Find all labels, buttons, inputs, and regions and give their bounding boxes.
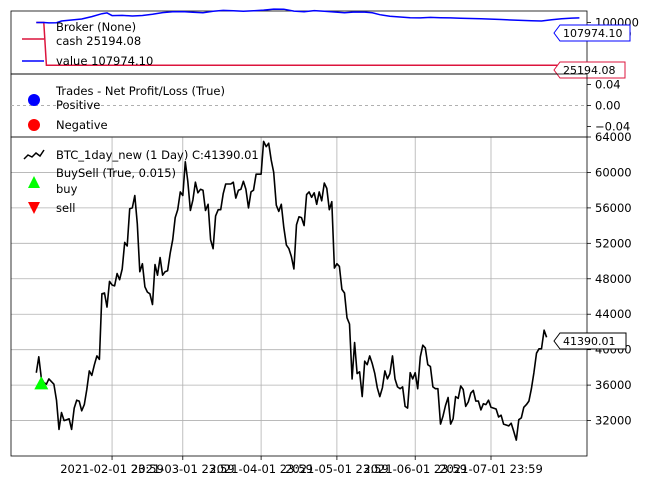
- broker-panel: 80000100000 Broker (None) cash 25194.08 …: [10, 8, 639, 79]
- trades-ytick-label: 0.04: [595, 78, 621, 92]
- legend-price-line: [23, 149, 45, 160]
- broker-series: [36, 8, 580, 67]
- trades-panel: 0.04 0.00 −0.04 Trades - Net Profit/Loss (…: [10, 73, 630, 138]
- legend-cash-label: cash 25194.08: [56, 34, 141, 48]
- value-last-text: 107974.10: [563, 27, 623, 40]
- price-series-line: [35, 140, 548, 441]
- trades-y-ticks: 0.04 0.00 −0.04: [587, 78, 630, 134]
- price-xtick-label: 2021-06-01 23:59: [363, 462, 467, 476]
- price-ytick-label: 60000: [595, 165, 632, 179]
- cash-last-text: 25194.08: [563, 64, 616, 77]
- price-panel: 3200036000400004400048000520005600060000…: [10, 130, 632, 476]
- price-series: [35, 140, 548, 441]
- price-last-text: 41390.01: [563, 335, 616, 348]
- legend-positive-marker: [28, 94, 40, 106]
- price-axes-frame: [10, 136, 588, 457]
- value-last-label: 107974.10: [553, 24, 631, 42]
- cash-last-label: 25194.08: [553, 61, 626, 79]
- price-xtick-label: 2021-05-01 23:59: [285, 462, 389, 476]
- price-xtick-label: 2021-07-01 23:59: [439, 462, 543, 476]
- price-ytick-label: 48000: [595, 272, 632, 286]
- trades-ytick-label: −0.04: [595, 120, 630, 134]
- price-xtick-label: 2021-02-01 23:59: [60, 462, 164, 476]
- legend-negative-marker: [28, 119, 40, 131]
- price-xtick-label: 2021-03-01 23:59: [131, 462, 235, 476]
- price-ytick-label: 64000: [595, 130, 632, 144]
- buy-sell-markers: [34, 376, 49, 390]
- legend-value-label: value 107974.10: [56, 54, 153, 68]
- price-ytick-label: 44000: [595, 307, 632, 321]
- buy-marker: [34, 376, 49, 390]
- price-xtick-label: 2021-04-01 23:59: [209, 462, 313, 476]
- price-ytick-label: 32000: [595, 414, 632, 428]
- broker-legend: Broker (None) cash 25194.08 value 107974…: [22, 20, 153, 68]
- legend-positive-label: Positive: [56, 98, 100, 112]
- legend-price-title: BTC_1day_new (1 Day) C:41390.01: [56, 148, 259, 162]
- broker-series-value: [36, 8, 580, 24]
- trades-legend: Trades - Net Profit/Loss (True) Positive…: [28, 84, 225, 132]
- legend-buy-marker: [28, 176, 40, 188]
- legend-sell-marker: [28, 202, 40, 214]
- legend-trades-title: Trades - Net Profit/Loss (True): [55, 84, 225, 98]
- legend-broker-title: Broker (None): [56, 20, 136, 34]
- legend-negative-label: Negative: [56, 118, 108, 132]
- price-legend: BTC_1day_new (1 Day) C:41390.01 BuySell …: [23, 148, 259, 215]
- trades-ytick-label: 0.00: [595, 99, 621, 113]
- legend-buy-label: buy: [56, 182, 78, 196]
- legend-buysell-title: BuySell (True, 0.015): [56, 166, 176, 180]
- price-ytick-label: 36000: [595, 378, 632, 392]
- price-ytick-label: 52000: [595, 236, 632, 250]
- price-last-label: 41390.01: [553, 332, 627, 350]
- price-ytick-label: 56000: [595, 201, 632, 215]
- legend-sell-label: sell: [56, 201, 75, 215]
